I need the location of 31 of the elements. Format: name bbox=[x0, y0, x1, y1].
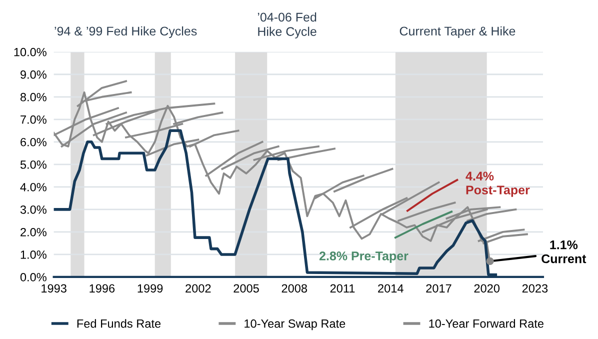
x-tick-label: 2011 bbox=[330, 284, 355, 293]
x-tick-label: 2008 bbox=[282, 284, 308, 293]
x-tick-label: 2023 bbox=[522, 284, 548, 293]
x-tick-label: 2005 bbox=[234, 284, 259, 293]
y-tick-label: 10.0% bbox=[14, 48, 46, 56]
x-tick-label: 1996 bbox=[90, 284, 115, 293]
y-tick-label: 3.0% bbox=[20, 205, 46, 214]
y-tick-label: 9.0% bbox=[20, 70, 46, 79]
legend-label: 10-Year Forward Rate bbox=[429, 319, 544, 328]
x-tick-label: 2014 bbox=[378, 284, 404, 293]
x-tick-label: 1999 bbox=[138, 284, 163, 293]
y-tick-label: 8.0% bbox=[20, 92, 46, 102]
y-tick-label: 2.0% bbox=[20, 228, 46, 236]
y-tick-label: 4.0% bbox=[20, 182, 46, 192]
text: ’04-06 Fed Hike Cycle bbox=[258, 12, 316, 38]
x-tick-label: 2002 bbox=[186, 284, 211, 293]
legend-label: Fed Funds Rate bbox=[77, 319, 161, 328]
annotation: 1.1% Current bbox=[542, 240, 586, 264]
y-tick-label: 5.0% bbox=[20, 160, 46, 169]
text: ’94 & ’99 Fed Hike Cycles bbox=[54, 26, 197, 38]
annotation: 2.8% Pre-Taper bbox=[319, 252, 408, 263]
x-tick-label: 2017 bbox=[426, 284, 452, 293]
x-tick-label: 1993 bbox=[42, 284, 66, 293]
y-tick-label: 6.0% bbox=[20, 138, 46, 146]
y-tick-label: 7.0% bbox=[20, 115, 46, 124]
text: Current Taper & Hike bbox=[400, 26, 516, 38]
y-tick-label: 0.0% bbox=[20, 272, 46, 282]
legend-label: 10-Year Swap Rate bbox=[244, 319, 346, 330]
y-tick-label: 1.0% bbox=[20, 250, 46, 259]
x-tick-label: 2020 bbox=[474, 284, 500, 293]
annotation: 4.4% Post-Taper bbox=[466, 172, 530, 197]
